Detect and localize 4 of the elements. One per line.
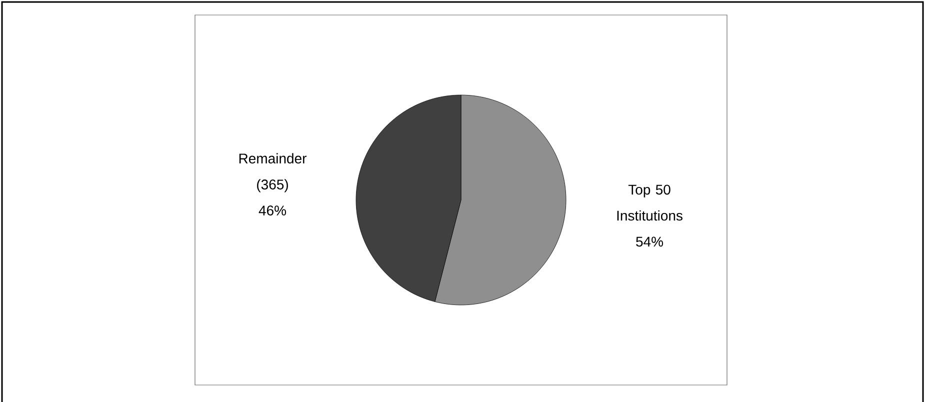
data-label: 54% <box>636 236 664 247</box>
slice-label: Remainder (365) <box>239 153 307 192</box>
data-label: 46% <box>258 206 286 216</box>
slice-label: Top 50 Institutions <box>617 184 682 221</box>
